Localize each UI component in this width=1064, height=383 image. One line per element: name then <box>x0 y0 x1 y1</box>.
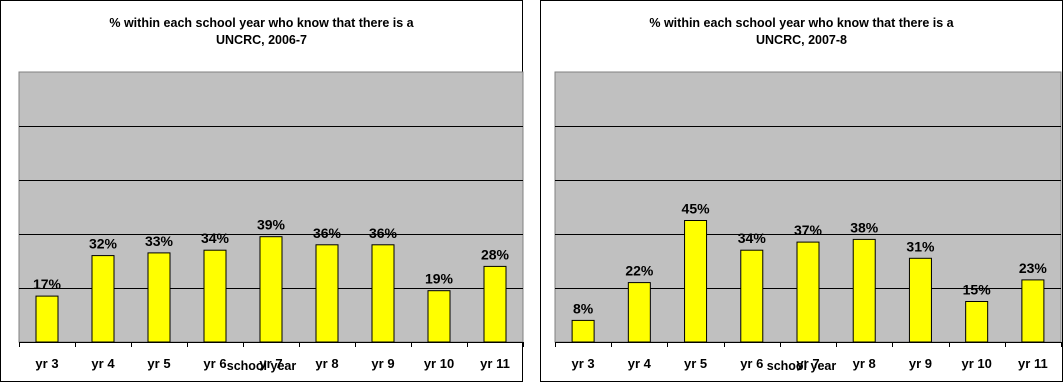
x-tick-label: yr 5 <box>147 356 170 371</box>
data-label: 23% <box>1019 260 1048 276</box>
bar <box>203 249 227 343</box>
bar <box>35 295 59 343</box>
data-label: 36% <box>313 225 342 241</box>
x-tick-label: yr 5 <box>684 356 707 371</box>
x-tick-label: yr 10 <box>424 356 454 371</box>
x-tick-label: yr 9 <box>909 356 932 371</box>
x-tick-label: yr 8 <box>853 356 876 371</box>
bar-chart-2007-8: 8% yr 3 22% yr 4 45% yr 5 34% yr 6 37% yr 7 38% yr … <box>554 71 1062 371</box>
x-tick-label: yr 11 <box>1018 356 1048 371</box>
bar <box>684 220 708 343</box>
data-label: 36% <box>369 225 398 241</box>
data-label: 32% <box>89 236 118 252</box>
bar <box>627 282 651 343</box>
data-label: 22% <box>625 263 654 279</box>
data-label: 37% <box>794 222 823 238</box>
bar <box>483 265 507 343</box>
x-tick-label: yr 7 <box>796 356 819 371</box>
bar <box>740 249 764 343</box>
chart-title-line1: % within each school year who know that … <box>109 16 414 30</box>
chart-title-line2: UNCRC, 2006-7 <box>215 33 307 47</box>
bar <box>571 319 595 343</box>
bar <box>315 244 339 343</box>
bar <box>91 255 115 343</box>
bar <box>259 236 283 343</box>
bar <box>1021 279 1045 343</box>
data-label: 15% <box>963 282 992 298</box>
bar-chart-2006-7: 17% yr 3 32% yr 4 33% yr 5 34% yr 6 39% yr 7 36% yr… <box>18 71 524 371</box>
x-tick-label: yr 11 <box>480 356 510 371</box>
x-tick-label: yr 9 <box>371 356 394 371</box>
x-tick-label: yr 6 <box>203 356 226 371</box>
bar <box>147 252 171 343</box>
x-tick-label: yr 4 <box>91 356 115 371</box>
x-tick-label: yr 3 <box>572 356 595 371</box>
bar <box>371 244 395 343</box>
chart-title-line1: % within each school year who know that … <box>649 16 954 30</box>
x-axis-label: school year <box>766 359 837 373</box>
data-label: 31% <box>906 238 935 254</box>
x-tick-label: yr 7 <box>259 356 282 371</box>
x-tick-label: yr 3 <box>35 356 58 371</box>
data-label: 33% <box>145 233 174 249</box>
x-tick-label: yr 8 <box>315 356 338 371</box>
chart-title-line2: UNCRC, 2007-8 <box>755 33 847 47</box>
data-label: 34% <box>201 230 230 246</box>
bar <box>796 241 820 343</box>
chart-panel-2006-7: % within each school year who know that … <box>0 0 524 382</box>
bar <box>965 301 989 343</box>
data-label: 8% <box>573 300 594 316</box>
data-label: 28% <box>481 246 510 262</box>
data-label: 19% <box>425 271 454 287</box>
x-tick-label: yr 4 <box>628 356 652 371</box>
x-tick-label: yr 6 <box>740 356 763 371</box>
data-label: 45% <box>682 201 711 217</box>
bar <box>852 238 876 343</box>
data-label: 39% <box>257 217 286 233</box>
bar <box>427 290 451 343</box>
x-tick-label: yr 10 <box>961 356 991 371</box>
chart-panel-2007-8: % within each school year who know that … <box>540 0 1063 382</box>
data-label: 38% <box>850 219 879 235</box>
data-label: 34% <box>738 230 767 246</box>
x-axis-label: school year <box>226 359 297 373</box>
data-label: 17% <box>33 276 62 292</box>
bar <box>908 257 932 343</box>
